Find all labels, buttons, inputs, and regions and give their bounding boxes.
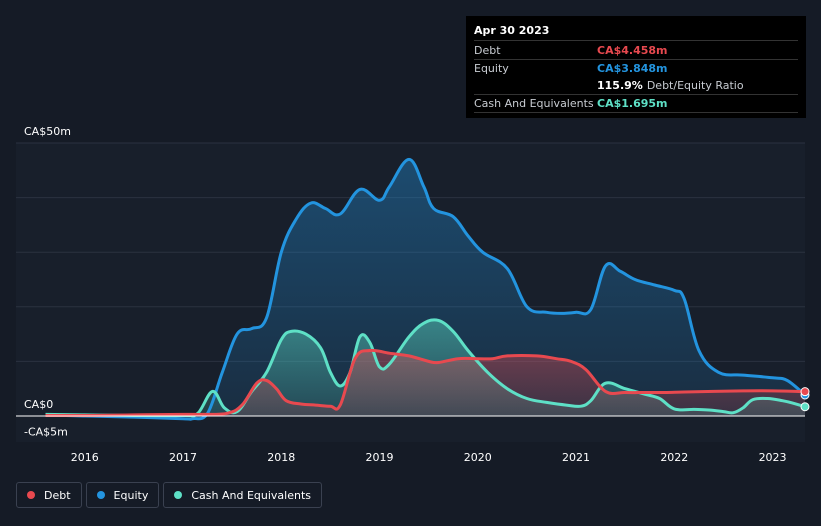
legend-dot-icon: [96, 491, 105, 499]
legend-dot-icon: [174, 491, 183, 499]
y-axis-labels: CA$50m CA$0 -CA$5m: [24, 125, 71, 438]
tooltip-key: Debt: [474, 44, 501, 57]
equity-line: [45, 157, 806, 421]
legend-item-cash[interactable]: Cash And Equivalents: [163, 482, 322, 508]
series-lines: [45, 157, 806, 421]
y-tick-label: CA$50m: [24, 125, 71, 138]
legend-label: Debt: [44, 488, 71, 502]
tooltip-key: [474, 77, 597, 94]
tooltip-suffix: Debt/Equity Ratio: [646, 79, 744, 92]
data-tooltip: Apr 30 2023 Debt CA$4.458m Equity CA$3.8…: [466, 16, 806, 118]
y-tick-label: -CA$5m: [24, 425, 68, 438]
equity-area: [45, 159, 805, 420]
x-tick-label: 2020: [464, 451, 492, 464]
x-tick-label: 2022: [660, 451, 688, 464]
tooltip-value: 115.9%: [597, 79, 643, 92]
legend: Debt Equity Cash And Equivalents: [16, 482, 322, 508]
tooltip-value: CA$3.848m: [597, 62, 668, 75]
y-tick-label: CA$0: [24, 398, 53, 411]
tooltip-value: CA$1.695m: [597, 97, 668, 110]
x-tick-label: 2023: [759, 451, 787, 464]
x-tick-label: 2017: [169, 451, 197, 464]
debt-end-marker: [800, 387, 810, 397]
tooltip-value: CA$4.458m: [597, 44, 668, 57]
legend-item-equity[interactable]: Equity: [85, 482, 160, 508]
end-markers: [800, 387, 810, 412]
tooltip-row-ratio: 115.9% Debt/Equity Ratio: [474, 77, 798, 95]
x-tick-label: 2018: [267, 451, 295, 464]
tooltip-key: Cash And Equivalents: [474, 97, 594, 110]
debt-line: [45, 348, 806, 418]
x-tick-label: 2019: [366, 451, 394, 464]
debt-area: [45, 350, 805, 416]
tooltip-key: Equity: [474, 62, 509, 75]
x-tick-label: 2021: [562, 451, 590, 464]
tooltip-row-cash: Cash And Equivalents CA$1.695m: [474, 95, 798, 113]
tooltip-date: Apr 30 2023: [474, 22, 798, 41]
x-axis-labels: 2016 2017 2018 2019 2020 2021 2022 2023: [71, 451, 787, 464]
tooltip-row-debt: Debt CA$4.458m: [474, 42, 798, 60]
legend-label: Equity: [113, 488, 149, 502]
legend-dot-icon: [27, 491, 35, 499]
tooltip-row-equity: Equity CA$3.848m: [474, 60, 798, 77]
cash-and-equivalents-end-marker: [800, 402, 810, 412]
legend-item-debt[interactable]: Debt: [16, 482, 82, 508]
x-tick-label: 2016: [71, 451, 99, 464]
legend-label: Cash And Equivalents: [191, 488, 311, 502]
